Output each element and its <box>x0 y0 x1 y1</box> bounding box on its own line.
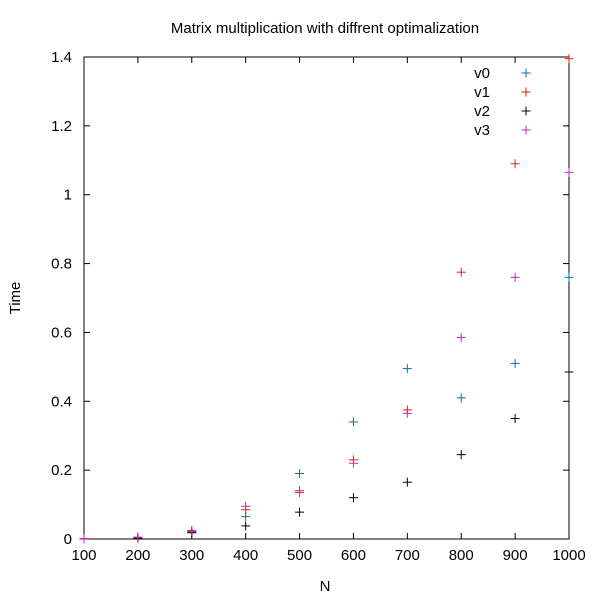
x-tick-label: 100 <box>71 547 96 564</box>
legend: v0 v1 v2 v3 <box>474 65 531 139</box>
point-v0 <box>348 417 358 427</box>
point-v2 <box>295 507 305 517</box>
point-v2 <box>510 414 520 423</box>
y-axis-label: Time <box>7 282 24 315</box>
x-axis-label: N <box>320 578 331 595</box>
y-tick-label: 1.2 <box>51 118 72 135</box>
x-tick-label: 900 <box>503 547 528 564</box>
point-v3 <box>295 488 305 498</box>
point-v3 <box>348 458 358 468</box>
point-v3 <box>456 333 466 343</box>
y-axis: 0 0.2 0.4 0.6 0.8 1 1.2 1.4 <box>51 49 569 548</box>
point-v2 <box>241 521 251 531</box>
chart-title: Matrix multiplication with diffrent opti… <box>171 20 479 37</box>
legend-marker-v3 <box>521 125 531 135</box>
point-v3 <box>564 167 574 177</box>
y-tick-label: 0.2 <box>51 462 72 479</box>
point-v0 <box>402 364 412 374</box>
legend-marker-v2 <box>521 106 531 116</box>
legend-label-v0: v0 <box>474 65 490 82</box>
plot-area-frame <box>83 56 570 540</box>
point-v2 <box>456 450 466 460</box>
y-tick-label: 0 <box>64 531 72 548</box>
point-v3 <box>187 526 197 536</box>
point-v2 <box>402 477 412 487</box>
point-v3 <box>402 408 412 418</box>
x-tick-label: 300 <box>179 547 204 564</box>
point-v3 <box>241 501 251 511</box>
point-v2 <box>564 367 574 377</box>
point-v0 <box>456 393 466 403</box>
x-axis: 100 200 300 400 500 600 700 800 900 1000 <box>71 57 586 564</box>
point-v3 <box>133 532 143 542</box>
point-v1 <box>564 54 574 64</box>
x-tick-label: 1000 <box>552 547 585 564</box>
point-v1 <box>510 159 520 169</box>
point-v3 <box>79 534 89 544</box>
legend-label-v2: v2 <box>474 103 490 120</box>
legend-marker-v1 <box>521 87 531 97</box>
point-v0 <box>295 469 305 479</box>
y-tick-label: 0.4 <box>51 393 72 410</box>
legend-marker-v0 <box>521 68 531 78</box>
y-tick-label: 0.6 <box>51 324 72 341</box>
legend-label-v1: v1 <box>474 84 490 101</box>
x-tick-label: 800 <box>449 547 474 564</box>
x-tick-label: 200 <box>125 547 150 564</box>
x-tick-label: 400 <box>233 547 258 564</box>
data-points <box>79 54 574 544</box>
point-v3 <box>510 272 520 282</box>
y-tick-label: 0.8 <box>51 256 72 273</box>
point-v1 <box>456 267 466 277</box>
legend-label-v3: v3 <box>474 122 490 139</box>
y-tick-label: 1.4 <box>51 49 72 66</box>
x-tick-label: 700 <box>395 547 420 564</box>
y-tick-label: 1 <box>64 187 72 204</box>
point-v0 <box>510 358 520 368</box>
x-tick-label: 600 <box>341 547 366 564</box>
point-v2 <box>348 493 358 503</box>
point-v0 <box>564 272 574 282</box>
x-tick-label: 500 <box>287 547 312 564</box>
